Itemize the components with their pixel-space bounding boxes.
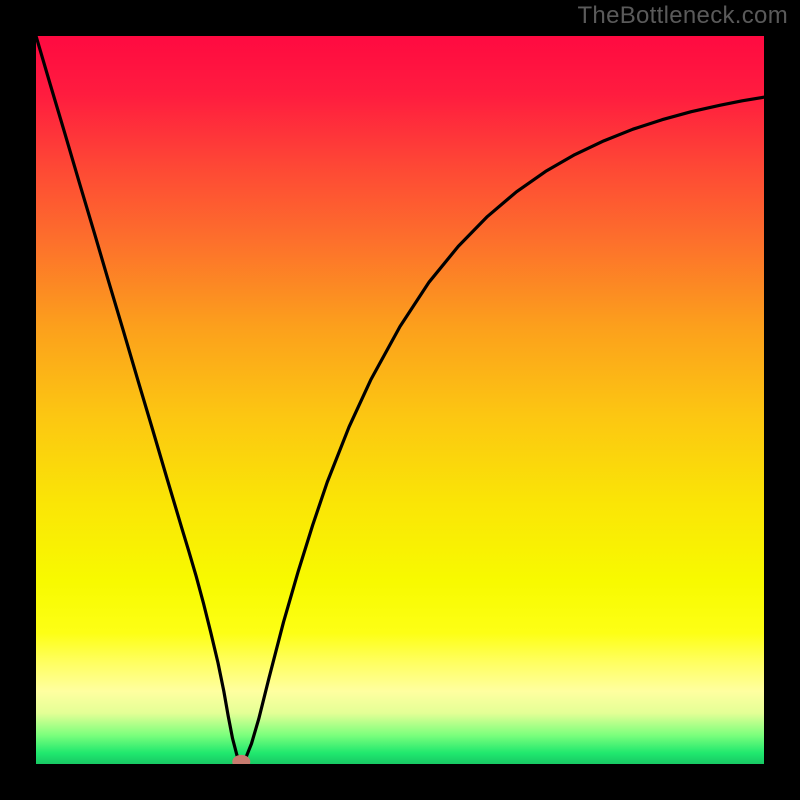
plot-area — [36, 36, 764, 764]
chart-svg — [36, 36, 764, 764]
chart-container: TheBottleneck.com — [0, 0, 800, 800]
watermark-text: TheBottleneck.com — [577, 2, 788, 30]
